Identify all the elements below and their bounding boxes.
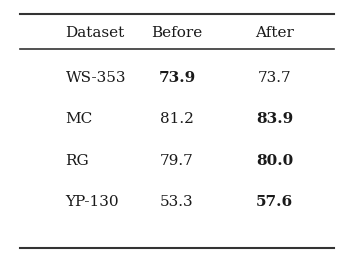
Text: 53.3: 53.3 [160,195,194,209]
Text: MC: MC [65,112,93,126]
Text: RG: RG [65,154,89,168]
Text: YP-130: YP-130 [65,195,119,209]
Text: 73.7: 73.7 [258,71,291,85]
Text: WS-353: WS-353 [65,71,126,85]
Text: Dataset: Dataset [65,26,125,40]
Text: 57.6: 57.6 [256,195,293,209]
Text: 83.9: 83.9 [256,112,293,126]
Text: 73.9: 73.9 [158,71,196,85]
Text: 81.2: 81.2 [160,112,194,126]
Text: 80.0: 80.0 [256,154,293,168]
Text: 79.7: 79.7 [160,154,194,168]
Text: Before: Before [152,26,202,40]
Text: After: After [255,26,294,40]
